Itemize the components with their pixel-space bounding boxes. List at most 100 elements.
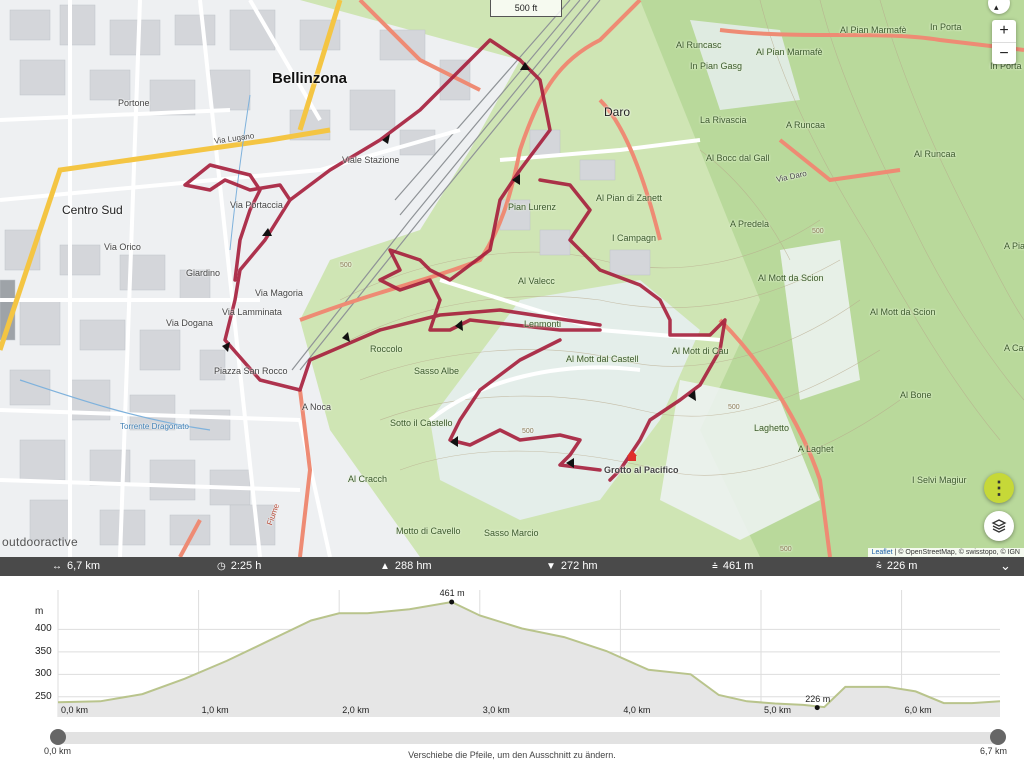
map-label-motto-cavello: Motto di Cavello xyxy=(396,526,461,536)
min-altitude-icon: ⩯ xyxy=(876,561,882,572)
max-altitude-icon: ⩮ xyxy=(712,561,718,572)
map-base-layer xyxy=(0,0,1024,557)
map-label-al-mott-scion: Al Mott da Scion xyxy=(758,273,824,283)
annotation-label: 461 m xyxy=(439,588,465,599)
map-label-a-pian: A Pian xyxy=(1004,241,1024,251)
chevron-up-icon: ▴ xyxy=(994,2,999,12)
range-slider-end-handle[interactable] xyxy=(990,729,1006,745)
map-label-centro-sud: Centro Sud xyxy=(62,203,123,217)
annotation-label: 226 m xyxy=(805,693,831,704)
contour-label-1: 500 xyxy=(340,262,352,269)
map-label-laghetto: Laghetto xyxy=(754,423,790,433)
map-view[interactable]: Bellinzona Centro Sud Portone Viale Staz… xyxy=(0,0,1024,557)
map-label-al-bocc: Al Bocc dal Gall xyxy=(706,153,770,163)
elevation-profile[interactable]: m 250 300 350 400 0,0 km 1,0 km 2,0 km 3,0 km 4… xyxy=(0,576,1024,763)
range-end-label: 6,7 km xyxy=(980,746,1008,756)
map-attribution: Leaflet | © OpenStreetMap, © swisstopo, … xyxy=(867,548,1024,557)
layers-button[interactable] xyxy=(984,511,1014,541)
zoom-control: + − xyxy=(992,20,1016,64)
map-label-in-porta: In Porta xyxy=(930,22,962,32)
y-tick-label: 350 xyxy=(35,645,52,657)
map-label-sasso-marcio: Sasso Marcio xyxy=(484,528,539,538)
contour-label-4: 500 xyxy=(812,228,824,235)
stat-min-altitude: ⩯ 226 m xyxy=(876,560,917,572)
elevation-line xyxy=(57,600,1001,709)
x-tick-label: 4,0 km xyxy=(623,705,651,715)
leaflet-link[interactable]: Leaflet xyxy=(871,549,893,556)
map-label-lenmonti: Lenmonti xyxy=(524,319,562,329)
map-label-viale-stazione: Viale Stazione xyxy=(342,155,400,165)
map-label-i-selvi: I Selvi Magiur xyxy=(912,475,967,485)
range-slider-hint: Verschiebe die Pfeile, um den Ausschnitt… xyxy=(408,750,616,760)
x-tick-label: 6,0 km xyxy=(904,705,932,715)
stat-duration-value: 2:25 h xyxy=(230,560,262,572)
map-label-portone: Portone xyxy=(118,98,150,108)
map-label-al-cracch: Al Cracch xyxy=(348,474,388,484)
annotation-marker xyxy=(449,599,455,605)
zoom-in-button[interactable]: + xyxy=(992,20,1016,43)
map-label-via-magoria: Via Magoria xyxy=(255,288,303,298)
elevation-chart xyxy=(57,590,1001,717)
tour-stats-bar: ↔ 6,7 km ◷ 2:25 h ▲ 288 hm ▼ 272 hm ⩮ 461 m ⩯… xyxy=(0,557,1024,576)
map-label-al-runcaa: Al Runcaa xyxy=(914,149,956,159)
map-label-campagn: I Campagn xyxy=(612,233,657,243)
contour-label-2: 500 xyxy=(522,428,534,435)
map-label-a-noca: A Noca xyxy=(302,402,332,412)
stat-max-altitude: ⩮ 461 m xyxy=(712,560,753,572)
map-label-al-valecc: Al Valecc xyxy=(518,276,555,286)
map-label-in-porta-2: In Porta xyxy=(990,61,1022,71)
descent-icon: ▼ xyxy=(546,561,556,572)
map-label-via-portaccia: Via Portaccia xyxy=(230,200,283,210)
map-label-al-pian-zanett: Al Pian di Zanett xyxy=(596,193,663,203)
attribution-text: | © OpenStreetMap, © swisstopo, © IGN xyxy=(892,549,1020,556)
map-label-via-dogana: Via Dogana xyxy=(166,318,213,328)
x-tick-label: 3,0 km xyxy=(482,705,510,715)
elevation-area xyxy=(58,602,1000,717)
map-label-a-runcaa: A Runcaa xyxy=(786,120,826,130)
map-label-sasso-albe: Sasso Albe xyxy=(414,366,460,376)
x-tick-label: 0,0 km xyxy=(61,705,89,715)
collapse-map-button[interactable]: ▴ xyxy=(988,0,1010,14)
layers-icon xyxy=(991,519,1007,533)
map-label-in-pian-gasg: In Pian Gasg xyxy=(690,61,743,71)
annotation-marker xyxy=(814,705,820,711)
map-label-al-mott-scion-2: Al Mott da Scion xyxy=(870,307,936,317)
x-tick-label: 2,0 km xyxy=(342,705,370,715)
range-start-label: 0,0 km xyxy=(44,746,72,756)
zoom-out-button[interactable]: − xyxy=(999,45,1009,62)
stat-max-altitude-value: 461 m xyxy=(722,560,754,572)
ascent-icon: ▲ xyxy=(380,561,390,572)
map-label-al-pian-marmafe: Al Pian Marmafè xyxy=(756,47,823,57)
more-vertical-icon: ⋮ xyxy=(990,477,1008,498)
map-label-daro: Daro xyxy=(604,105,631,119)
contour-label-3: 500 xyxy=(728,404,740,411)
map-label-torrente: Torrente Dragonato xyxy=(120,422,189,431)
map-label-a-laghet: A Laghet xyxy=(798,444,834,454)
map-label-piazza: Piazza San Rocco xyxy=(214,366,288,376)
stat-distance: ↔ 6,7 km xyxy=(52,560,100,572)
more-options-button[interactable]: ⋮ xyxy=(984,473,1014,503)
range-slider-start-handle[interactable] xyxy=(50,729,66,745)
map-label-la-rivascia: La Rivascia xyxy=(700,115,747,125)
map-label-a-cav: A Cav xyxy=(1004,343,1024,353)
map-label-roccolo: Roccolo xyxy=(370,344,403,354)
stat-ascent: ▲ 288 hm xyxy=(380,560,432,572)
map-label-al-mott-castell: Al Mott dal Castell xyxy=(566,354,639,364)
stat-distance-value: 6,7 km xyxy=(67,560,101,572)
contour-label-5: 500 xyxy=(780,546,792,553)
map-label-pian-lurenz: Pian Lurenz xyxy=(508,202,557,212)
y-axis-unit: m xyxy=(35,606,44,617)
map-label-al-mott-cau: Al Mott di Cau xyxy=(672,346,729,356)
stat-min-altitude-value: 226 m xyxy=(886,560,918,572)
map-label-via-lamminata: Via Lamminata xyxy=(222,307,282,317)
map-label-al-runcasc: Al Runcasc xyxy=(676,40,722,50)
y-tick-label: 300 xyxy=(35,668,52,680)
map-label-grotto: Grotto al Pacifico xyxy=(604,465,679,475)
clock-icon: ◷ xyxy=(217,561,226,572)
map-label-sotto-castello: Sotto il Castello xyxy=(390,418,453,428)
y-tick-label: 400 xyxy=(35,623,52,635)
chevron-down-icon[interactable]: ⌄ xyxy=(1000,558,1011,573)
map-scale-bar: 500 ft xyxy=(490,0,562,17)
stat-duration: ◷ 2:25 h xyxy=(217,560,261,572)
range-slider-track[interactable] xyxy=(58,732,1000,744)
